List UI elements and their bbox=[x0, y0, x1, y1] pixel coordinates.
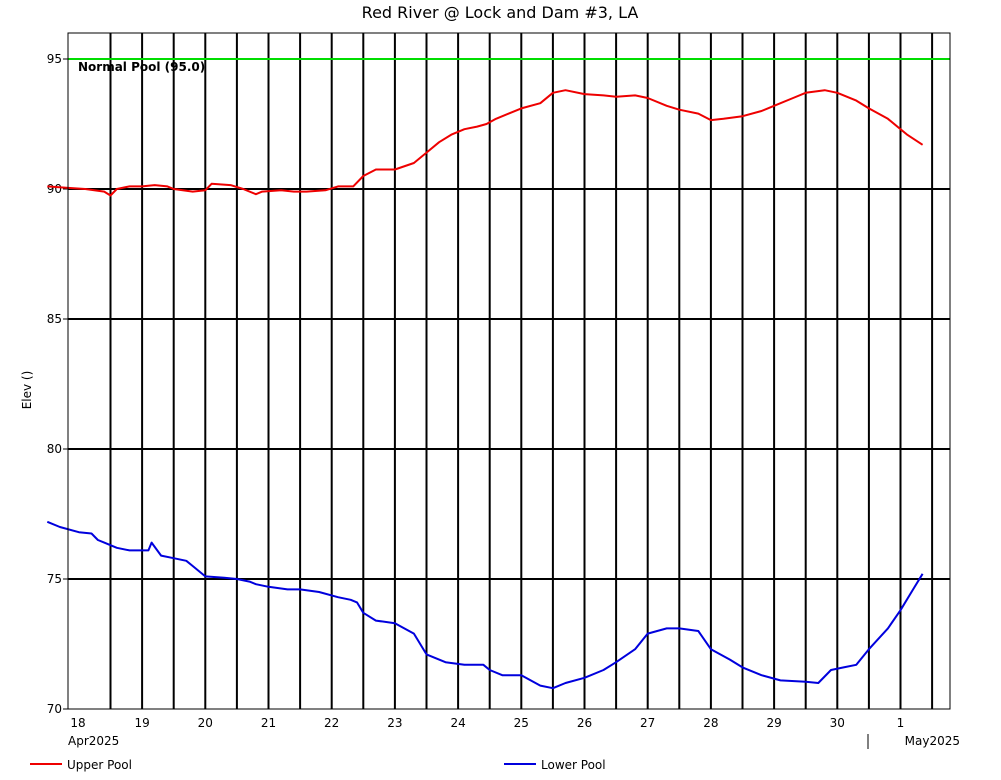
x-tick-label: 28 bbox=[703, 716, 718, 730]
y-tick-label: 95 bbox=[47, 52, 62, 66]
x-tick-label: 18 bbox=[70, 716, 85, 730]
x-tick-label: 30 bbox=[830, 716, 845, 730]
x-tick-label: 20 bbox=[198, 716, 213, 730]
legend-label-lower-pool: Lower Pool bbox=[541, 758, 606, 772]
x-tick-label: 21 bbox=[261, 716, 276, 730]
month-label-april: Apr2025 bbox=[68, 734, 119, 748]
y-tick-label: 80 bbox=[47, 442, 62, 456]
legend: Upper Pool Lower Pool bbox=[30, 758, 606, 772]
x-tick-label: 1 bbox=[897, 716, 905, 730]
x-tick-label: 25 bbox=[514, 716, 529, 730]
normal-pool-reference: Normal Pool (95.0) bbox=[68, 58, 950, 74]
x-tick-label: 23 bbox=[387, 716, 402, 730]
data-series bbox=[46, 89, 924, 690]
legend-label-upper-pool: Upper Pool bbox=[67, 758, 132, 772]
y-tick-label: 85 bbox=[47, 312, 62, 326]
upper-pool-line bbox=[47, 89, 924, 197]
chart-title: Red River @ Lock and Dam #3, LA bbox=[362, 3, 639, 22]
y-tick-label: 75 bbox=[47, 572, 62, 586]
x-tick-label: 24 bbox=[450, 716, 465, 730]
plot-frame bbox=[67, 32, 951, 710]
x-tick-label: 22 bbox=[324, 716, 339, 730]
y-tick-labels: 70 75 80 85 90 95 bbox=[47, 52, 68, 716]
normal-pool-label: Normal Pool (95.0) bbox=[78, 60, 205, 74]
y-tick-label: 70 bbox=[47, 702, 62, 716]
x-tick-label: 26 bbox=[577, 716, 592, 730]
grid-lines bbox=[68, 33, 950, 709]
x-tick-label: 27 bbox=[640, 716, 655, 730]
x-tick-label: 19 bbox=[134, 716, 149, 730]
y-tick-label: 90 bbox=[47, 182, 62, 196]
month-label-may: May2025 bbox=[905, 734, 960, 748]
x-tick-label: 29 bbox=[766, 716, 781, 730]
x-tick-labels: 18 19 20 21 22 23 24 25 26 27 28 29 30 1 Apr2025 May202… bbox=[68, 716, 960, 749]
y-axis-label: Elev () bbox=[20, 371, 34, 410]
lower-pool-line bbox=[46, 520, 924, 690]
